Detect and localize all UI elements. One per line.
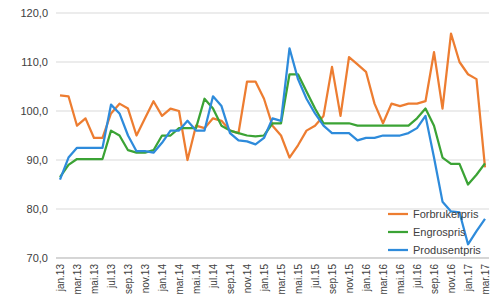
x-tick-label: sep.16 bbox=[429, 264, 440, 294]
x-axis bbox=[56, 258, 489, 259]
x-tick-label: mar.17 bbox=[480, 264, 491, 295]
x-tick-label: mai.16 bbox=[395, 264, 406, 294]
y-tick-label: 110,0 bbox=[21, 56, 48, 68]
y-tick-label: 120,0 bbox=[20, 7, 48, 19]
chart: 70,0 80,0 90,0 100,0 110,0 120,0 jan.13 mar.13 m… bbox=[0, 0, 500, 300]
grid-line bbox=[56, 13, 489, 14]
y-tick-label: 70,0 bbox=[27, 252, 48, 264]
legend-swatch bbox=[388, 213, 408, 215]
x-tick-label: mar.14 bbox=[174, 264, 185, 295]
grid-line bbox=[56, 258, 489, 259]
legend-label: Forbrukerpris bbox=[413, 208, 479, 220]
legend-swatch bbox=[388, 249, 408, 251]
x-tick-label: nov.13 bbox=[140, 264, 151, 294]
x-tick-label: jul.14 bbox=[208, 264, 219, 289]
legend-swatch bbox=[388, 231, 408, 233]
x-tick-label: jul.16 bbox=[412, 264, 423, 289]
y-tick-label: 80,0 bbox=[27, 203, 48, 215]
x-tick-label: mai.14 bbox=[191, 264, 202, 294]
x-tick-label: mar.13 bbox=[72, 264, 83, 295]
grid-line bbox=[56, 62, 489, 63]
x-tick-label: mai.15 bbox=[293, 264, 304, 294]
x-tick-label: jul.15 bbox=[310, 264, 321, 289]
grid-line bbox=[56, 160, 489, 161]
x-tick-label: jan.13 bbox=[55, 264, 66, 293]
y-tick-label: 100,0 bbox=[20, 105, 48, 117]
x-tick-label: sep.15 bbox=[327, 264, 338, 294]
series-line bbox=[60, 34, 485, 168]
y-tick-label: 90,0 bbox=[27, 154, 48, 166]
x-tick-label: jan.17 bbox=[463, 264, 474, 293]
series-line bbox=[60, 74, 485, 184]
x-tick-label: jan.15 bbox=[259, 264, 270, 293]
x-tick-label: sep.13 bbox=[123, 264, 134, 294]
x-tick-label: sep.14 bbox=[225, 264, 236, 294]
x-tick-label: jul.13 bbox=[106, 264, 117, 289]
plot-area bbox=[60, 34, 485, 245]
x-tick-label: mar.15 bbox=[276, 264, 287, 295]
x-tick-label: nov.14 bbox=[242, 264, 253, 294]
x-tick-label: mai.13 bbox=[89, 264, 100, 294]
series-line bbox=[60, 48, 485, 244]
x-tick-label: mar.16 bbox=[378, 264, 389, 295]
x-tick-label: nov.15 bbox=[344, 264, 355, 294]
x-tick-label: nov.16 bbox=[446, 264, 457, 294]
x-tick-label: jan.16 bbox=[361, 264, 372, 293]
x-tick-label: jan.14 bbox=[157, 264, 168, 293]
legend-label: Produsentpris bbox=[413, 244, 481, 256]
legend-label: Engrospris bbox=[413, 226, 466, 238]
